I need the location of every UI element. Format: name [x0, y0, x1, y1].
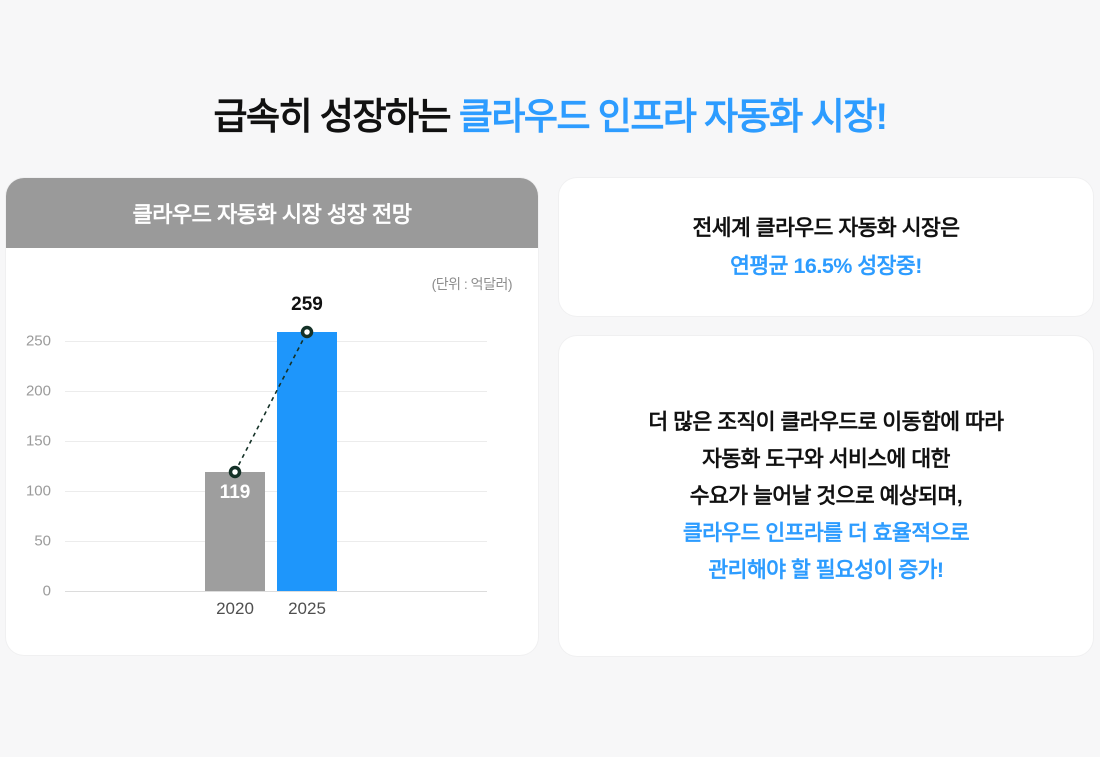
gridline-50: [65, 541, 487, 542]
chart-title: 클라우드 자동화 시장 성장 전망: [132, 202, 412, 227]
description-line-3: 수요가 늘어날 것으로 예상되며,: [689, 483, 963, 508]
y-tick-200: 200: [25, 382, 51, 400]
gridline-100: [65, 491, 487, 492]
data-point-marker-2020: [228, 465, 242, 479]
bar-2020: [205, 472, 265, 591]
bar-chart: 0 50 100 150 200 250 119 2020 259 2025: [26, 294, 487, 618]
chart-header: 클라우드 자동화 시장 성장 전망: [6, 178, 538, 248]
page-title-prefix: 급속히 성장하는: [213, 96, 459, 137]
page-title-highlight: 클라우드 인프라 자동화 시장!: [458, 96, 888, 137]
gridline-0: [65, 591, 487, 592]
stat-card: 전세계 클라우드 자동화 시장은 연평균 16.5% 성장중!: [559, 178, 1093, 316]
bar-value-2025: 259: [291, 294, 323, 315]
chart-panel: 클라우드 자동화 시장 성장 전망 (단위 : 억달러) 0 50 100 150 20…: [6, 178, 538, 655]
x-label-2020: 2020: [216, 599, 254, 618]
bar-value-2020: 119: [219, 482, 251, 503]
description-line-4: 클라우드 인프라를 더 효율적으로: [682, 520, 970, 545]
chart-unit-label: (단위 : 억달러): [431, 276, 513, 292]
description-line-2: 자동화 도구와 서비스에 대한: [702, 446, 950, 471]
chart-body: (단위 : 억달러) 0 50 100 150 200 250 119 2020 259 2025: [6, 248, 538, 655]
description-line-5: 관리해야 할 필요성이 증가!: [708, 557, 944, 582]
gridline-150: [65, 441, 487, 442]
y-tick-50: 50: [34, 532, 51, 550]
stat-card-line-2: 연평균 16.5% 성장중!: [730, 254, 922, 278]
y-tick-100: 100: [25, 482, 51, 500]
data-point-marker-2025: [300, 325, 314, 339]
page-title: 급속히 성장하는 클라우드 인프라 자동화 시장!: [0, 86, 1100, 140]
description-line-1: 더 많은 조직이 클라우드로 이동함에 따라: [648, 409, 1004, 434]
trend-line: [228, 325, 314, 479]
description-card: 더 많은 조직이 클라우드로 이동함에 따라 자동화 도구와 서비스에 대한 수…: [559, 336, 1093, 656]
stat-card-line-1: 전세계 클라우드 자동화 시장은: [692, 216, 960, 240]
bar-2025: [277, 332, 337, 591]
x-label-2025: 2025: [288, 599, 326, 618]
gridline-250: [65, 341, 487, 342]
y-tick-250: 250: [25, 332, 51, 350]
y-tick-150: 150: [25, 432, 51, 450]
y-tick-0: 0: [42, 582, 51, 600]
